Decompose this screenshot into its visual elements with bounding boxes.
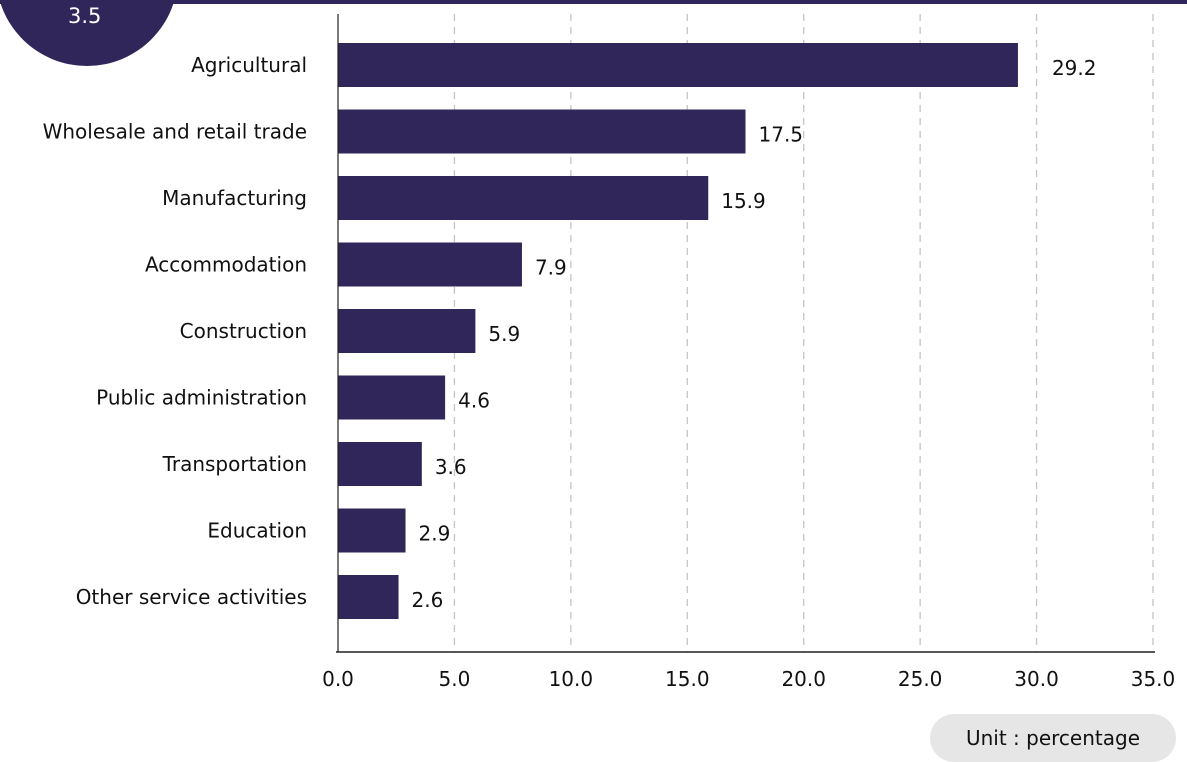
- bar: [338, 375, 446, 420]
- bar: [338, 575, 399, 619]
- x-tick-label: 20.0: [781, 667, 826, 691]
- data-label: 29.2: [1052, 56, 1097, 80]
- data-label: 7.9: [535, 256, 567, 280]
- unit-note-text: Unit : percentage: [965, 726, 1141, 750]
- category-label: Transportation: [162, 452, 307, 476]
- data-label: 5.9: [488, 322, 520, 346]
- category-label: Education: [207, 519, 307, 543]
- bar: [338, 309, 476, 353]
- category-label: Agricultural: [191, 53, 307, 77]
- category-label: Other service activities: [76, 585, 307, 609]
- bar: [338, 43, 1018, 87]
- top-rule: [0, 0, 1187, 4]
- x-tick-label: 25.0: [898, 667, 943, 691]
- category-label: Manufacturing: [162, 186, 307, 210]
- data-label: 4.6: [458, 389, 490, 413]
- bar: [338, 176, 709, 220]
- unit-note: Unit : percentage: [930, 714, 1176, 762]
- section-number: 3.5: [68, 4, 102, 28]
- x-tick-label: 10.0: [549, 667, 594, 691]
- category-label: Accommodation: [145, 253, 307, 277]
- x-tick-label: 30.0: [1014, 667, 1059, 691]
- bar: [338, 508, 406, 553]
- x-tick-label: 5.0: [439, 667, 471, 691]
- bar: [338, 442, 422, 486]
- data-label: 2.9: [419, 522, 451, 546]
- x-tick-label: 0.0: [322, 667, 354, 691]
- x-tick-label: 15.0: [665, 667, 710, 691]
- category-label: Construction: [180, 319, 307, 343]
- category-label: Wholesale and retail trade: [43, 120, 307, 144]
- data-label: 3.6: [435, 455, 467, 479]
- data-label: 17.5: [759, 123, 804, 147]
- data-label: 15.9: [721, 189, 766, 213]
- bar: [338, 242, 522, 287]
- data-label: 2.6: [412, 588, 444, 612]
- category-label: Public administration: [96, 386, 307, 410]
- x-tick-label: 35.0: [1131, 667, 1176, 691]
- bar: [338, 109, 746, 154]
